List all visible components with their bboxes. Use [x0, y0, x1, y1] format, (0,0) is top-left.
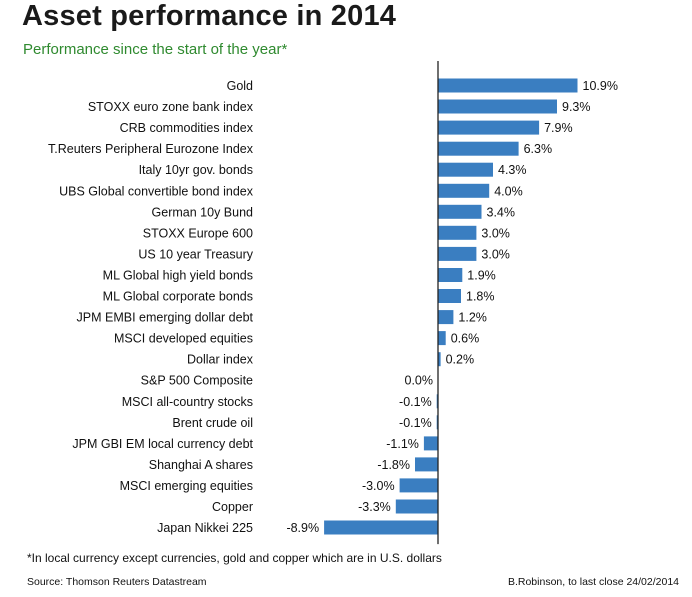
- value-label-msci-emerging-equities: -3.0%: [362, 479, 395, 493]
- category-label-copper: Copper: [212, 500, 253, 514]
- category-label-us-10-year-treasury: US 10 year Treasury: [138, 247, 253, 261]
- value-label-dollar-index: 0.2%: [446, 353, 475, 367]
- category-label-stoxx-europe-600: STOXX Europe 600: [143, 226, 253, 240]
- value-label-jpm-embi-emerging-dollar-debt: 1.2%: [458, 311, 487, 325]
- category-label-crb-commodities-index: CRB commodities index: [120, 121, 254, 135]
- bar-stoxx-europe-600: [438, 225, 477, 240]
- category-label-ml-global-high-yield-bonds: ML Global high yield bonds: [103, 268, 253, 282]
- category-label-s-p-500-composite: S&P 500 Composite: [141, 374, 253, 388]
- value-label-shanghai-a-shares: -1.8%: [377, 458, 410, 472]
- category-label-t-reuters-peripheral-eurozone-index: T.Reuters Peripheral Eurozone Index: [48, 142, 254, 156]
- value-label-crb-commodities-index: 7.9%: [544, 121, 573, 135]
- category-label-jpm-embi-emerging-dollar-debt: JPM EMBI emerging dollar debt: [77, 311, 254, 325]
- category-label-msci-developed-equities: MSCI developed equities: [114, 332, 253, 346]
- bar-crb-commodities-index: [438, 120, 540, 135]
- bar-us-10-year-treasury: [438, 246, 477, 261]
- category-label-brent-crude-oil: Brent crude oil: [172, 416, 253, 430]
- bar-shanghai-a-shares: [415, 457, 438, 472]
- value-label-jpm-gbi-em-local-currency-debt: -1.1%: [386, 437, 419, 451]
- chart-title: Asset performance in 2014: [22, 0, 397, 32]
- value-label-copper: -3.3%: [358, 500, 391, 514]
- bar-msci-developed-equities: [438, 331, 446, 346]
- value-label-ubs-global-convertible-bond-index: 4.0%: [494, 184, 523, 198]
- value-label-gold: 10.9%: [583, 79, 618, 93]
- category-label-msci-all-country-stocks: MSCI all-country stocks: [122, 395, 253, 409]
- bar-copper: [395, 499, 438, 514]
- bar-ml-global-high-yield-bonds: [438, 268, 463, 282]
- category-label-shanghai-a-shares: Shanghai A shares: [149, 458, 253, 472]
- value-label-japan-nikkei-225: -8.9%: [286, 521, 319, 535]
- bar-ml-global-corporate-bonds: [438, 289, 461, 303]
- value-label-ml-global-high-yield-bonds: 1.9%: [467, 268, 496, 282]
- category-label-gold: Gold: [227, 79, 253, 93]
- bar-german-10y-bund: [438, 204, 482, 219]
- bar-msci-emerging-equities: [399, 478, 438, 493]
- value-label-german-10y-bund: 3.4%: [487, 205, 516, 219]
- category-label-ubs-global-convertible-bond-index: UBS Global convertible bond index: [59, 184, 254, 198]
- category-label-japan-nikkei-225: Japan Nikkei 225: [157, 521, 253, 535]
- bar-t-reuters-peripheral-eurozone-index: [438, 141, 519, 156]
- source-note: Source: Thomson Reuters Datastream: [27, 576, 207, 588]
- value-label-stoxx-europe-600: 3.0%: [481, 226, 510, 240]
- bar-ubs-global-convertible-bond-index: [438, 183, 490, 198]
- value-label-s-p-500-composite: 0.0%: [405, 374, 434, 388]
- value-label-us-10-year-treasury: 3.0%: [481, 247, 510, 261]
- category-label-italy-10yr-gov-bonds: Italy 10yr gov. bonds: [139, 163, 253, 177]
- bar-jpm-gbi-em-local-currency-debt: [423, 436, 438, 451]
- footnote: *In local currency except currencies, go…: [27, 551, 442, 565]
- credit-note: B.Robinson, to last close 24/02/2014: [507, 576, 679, 588]
- bar-gold: [438, 78, 578, 93]
- category-label-dollar-index: Dollar index: [187, 353, 254, 367]
- category-label-jpm-gbi-em-local-currency-debt: JPM GBI EM local currency debt: [72, 437, 253, 451]
- bar-italy-10yr-gov-bonds: [438, 162, 493, 177]
- bar-stoxx-euro-zone-bank-index: [438, 99, 557, 114]
- category-label-msci-emerging-equities: MSCI emerging equities: [120, 479, 253, 493]
- category-label-stoxx-euro-zone-bank-index: STOXX euro zone bank index: [88, 100, 254, 114]
- bar-japan-nikkei-225: [324, 520, 438, 535]
- bar-dollar-index: [438, 352, 441, 367]
- category-label-ml-global-corporate-bonds: ML Global corporate bonds: [103, 290, 253, 304]
- value-label-stoxx-euro-zone-bank-index: 9.3%: [562, 100, 591, 114]
- value-label-t-reuters-peripheral-eurozone-index: 6.3%: [524, 142, 553, 156]
- chart-subtitle: Performance since the start of the year*: [23, 41, 288, 58]
- value-label-msci-developed-equities: 0.6%: [451, 332, 480, 346]
- value-label-brent-crude-oil: -0.1%: [399, 416, 432, 430]
- value-label-ml-global-corporate-bonds: 1.8%: [466, 290, 495, 304]
- bar-jpm-embi-emerging-dollar-debt: [438, 310, 454, 325]
- value-label-italy-10yr-gov-bonds: 4.3%: [498, 163, 527, 177]
- value-label-msci-all-country-stocks: -0.1%: [399, 395, 432, 409]
- category-label-german-10y-bund: German 10y Bund: [152, 205, 253, 219]
